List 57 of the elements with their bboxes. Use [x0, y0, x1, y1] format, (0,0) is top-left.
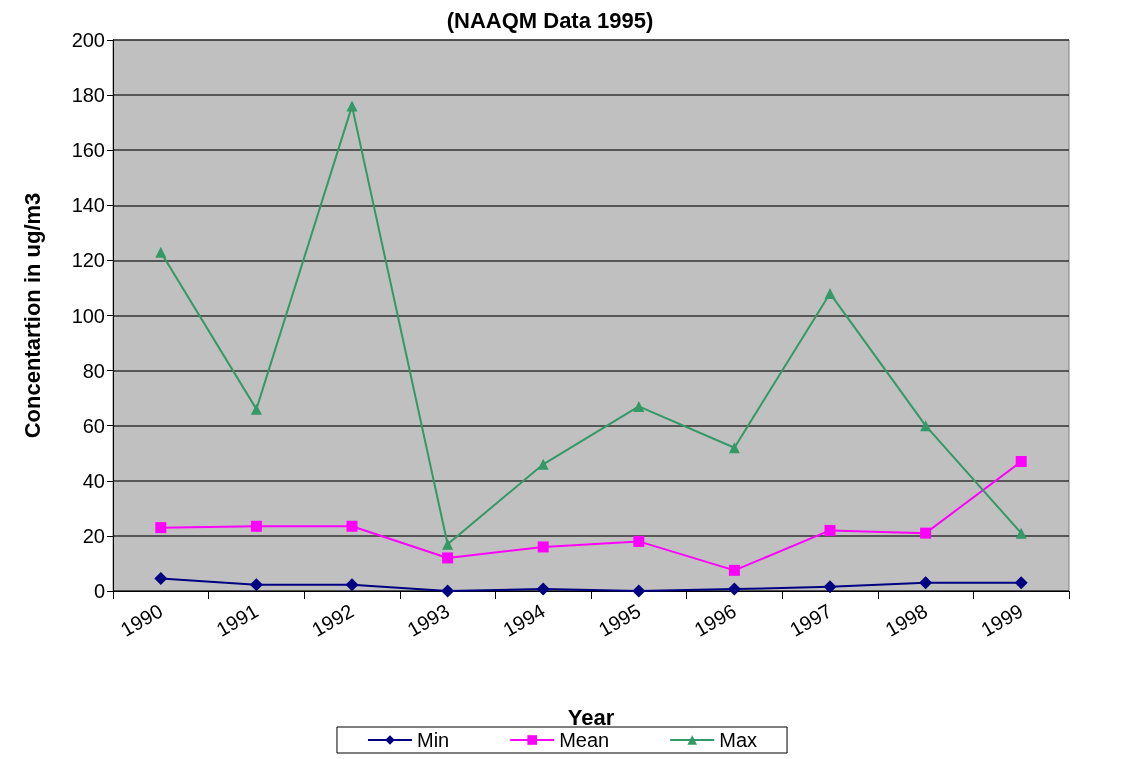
point — [154, 572, 168, 586]
point — [633, 400, 645, 412]
point — [823, 580, 837, 594]
point — [346, 520, 358, 532]
point — [632, 584, 646, 598]
point — [1015, 456, 1027, 468]
y-tick-label: 200 — [71, 29, 105, 51]
chart-title: (NAAQM Data 1995) — [446, 7, 654, 33]
point — [537, 458, 549, 470]
point — [1015, 527, 1027, 539]
y-tick-label: 160 — [71, 139, 105, 162]
point — [442, 538, 454, 550]
x-tick-label: 1990 — [116, 599, 167, 641]
point — [824, 524, 836, 536]
x-tick-label: 1997 — [785, 599, 836, 641]
point — [250, 403, 262, 415]
point — [155, 246, 167, 258]
y-tick-label: 120 — [71, 249, 105, 272]
point — [442, 552, 454, 564]
point — [919, 576, 933, 590]
legend-label: Max — [719, 729, 758, 751]
point — [346, 100, 358, 112]
y-axis-title: Concentartion in ug/m3 — [19, 192, 45, 439]
y-tick-label: 0 — [93, 580, 105, 602]
x-tick-label: 1993 — [403, 599, 454, 641]
y-tick-label: 140 — [71, 194, 105, 217]
point — [249, 578, 263, 592]
legend-label: Min — [416, 729, 450, 751]
x-tick-label: 1998 — [881, 599, 932, 641]
y-tick-label: 100 — [71, 304, 105, 327]
point — [728, 564, 740, 576]
point — [441, 584, 455, 598]
point — [728, 442, 740, 454]
point — [345, 578, 359, 592]
y-tick-label: 60 — [82, 414, 105, 437]
point — [727, 582, 741, 596]
x-tick-label: 1991 — [212, 599, 262, 641]
y-tick-label: 20 — [82, 524, 105, 547]
x-tick-label: 1992 — [307, 599, 358, 641]
point — [824, 287, 836, 299]
point — [920, 420, 932, 432]
point — [155, 522, 167, 534]
point — [250, 520, 262, 532]
point — [1014, 576, 1028, 590]
x-tick-label: 1994 — [499, 599, 549, 641]
point — [633, 535, 645, 547]
point — [537, 541, 549, 553]
legend-label: Mean — [559, 729, 610, 751]
x-tick-label: 1996 — [690, 599, 740, 641]
y-tick-label: 40 — [82, 469, 105, 492]
y-tick-label: 80 — [82, 359, 105, 382]
x-axis-title: Year — [567, 704, 615, 730]
x-tick-label: 1999 — [977, 599, 1027, 641]
point — [920, 527, 932, 539]
point — [536, 582, 550, 596]
y-tick-label: 180 — [71, 84, 105, 107]
x-tick-label: 1995 — [594, 599, 645, 641]
